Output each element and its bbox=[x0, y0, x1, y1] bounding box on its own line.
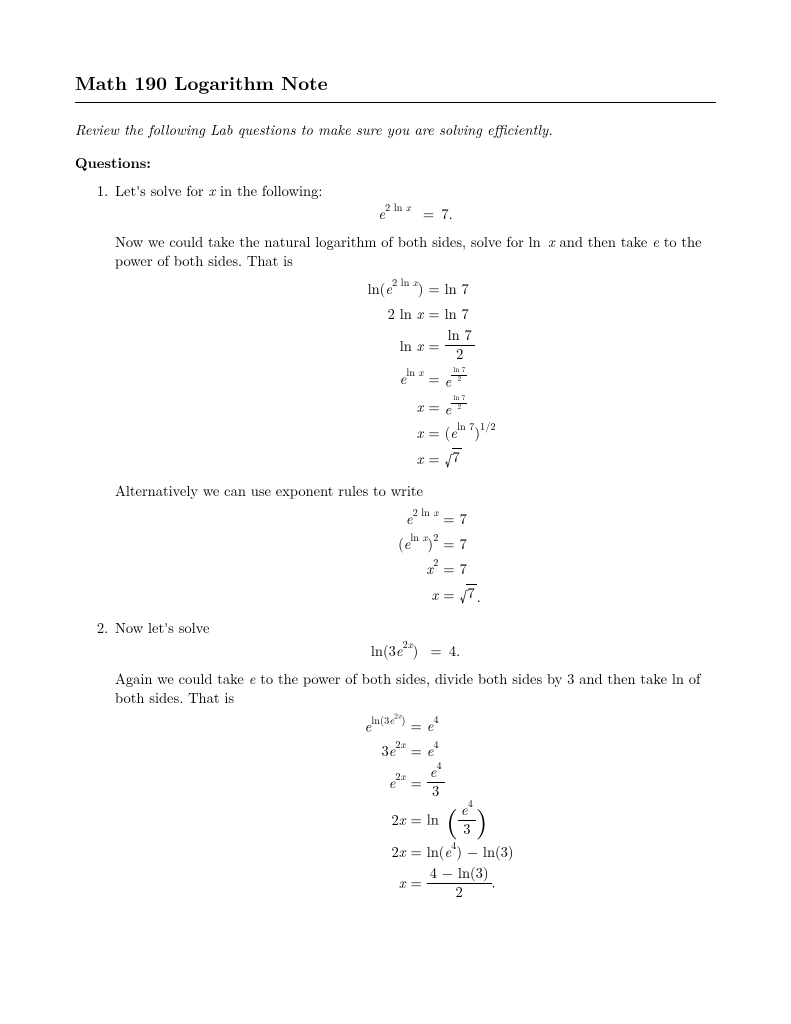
q1-p1a-e: e bbox=[652, 232, 659, 252]
q1-eq0-exp-var: x bbox=[406, 201, 411, 216]
q1-p1: Now we could take the natural logarithm … bbox=[115, 233, 716, 272]
t: x bbox=[417, 304, 424, 324]
t: ) bbox=[413, 641, 419, 661]
t: 1/2 bbox=[480, 419, 496, 434]
t: 4 bbox=[436, 758, 441, 773]
t: ln( bbox=[427, 842, 445, 862]
q1-p1a: Now we could take the natural logarithm … bbox=[115, 232, 541, 252]
q1-p1a-var: x bbox=[548, 232, 555, 252]
t: ln 7 bbox=[445, 305, 469, 325]
t: x bbox=[417, 423, 424, 443]
questions-heading: Questions: bbox=[75, 154, 716, 174]
t: 7 bbox=[452, 448, 462, 466]
t: 2 ln bbox=[388, 304, 417, 324]
t: . bbox=[477, 587, 481, 607]
t: ) − ln(3) bbox=[456, 842, 513, 862]
t: x bbox=[432, 585, 439, 605]
t: x bbox=[417, 449, 424, 469]
t: x bbox=[417, 397, 424, 417]
page-title: Math 190 Logarithm Note bbox=[75, 70, 716, 96]
t: 3 bbox=[458, 821, 476, 838]
t: 2 ln bbox=[392, 275, 413, 290]
q1-steps-1: ln(e2 ln x)=ln 7 2 ln x=ln 7 ln x=ln 72 … bbox=[115, 276, 716, 474]
t: 7 bbox=[460, 560, 467, 580]
t: ln( bbox=[368, 279, 386, 299]
q1-eq0-dot: . bbox=[449, 204, 453, 224]
t: x bbox=[417, 336, 424, 356]
t: ln 7 bbox=[457, 419, 474, 434]
t: ln(3 bbox=[371, 641, 396, 661]
t: 2 bbox=[451, 404, 467, 412]
t: e bbox=[406, 509, 413, 529]
q1-eq0-exp-pre: 2 ln bbox=[385, 201, 406, 216]
t: 4 bbox=[433, 737, 438, 752]
t: x bbox=[399, 842, 406, 862]
t: 2 ln bbox=[413, 505, 434, 520]
t: 4 bbox=[449, 641, 456, 661]
t: e bbox=[385, 279, 392, 299]
t: ln bbox=[406, 365, 418, 380]
t: 7 bbox=[460, 535, 467, 555]
t: e bbox=[461, 800, 468, 820]
q2-eq0: ln(3e2x) = 4. bbox=[115, 642, 716, 662]
t: . bbox=[492, 872, 496, 892]
t: e bbox=[396, 641, 403, 661]
q2-lead: Now let's solve bbox=[115, 618, 209, 638]
q1-p1a-mid: and then take bbox=[560, 232, 648, 252]
q1-lead-tail: in the following: bbox=[220, 181, 322, 201]
t: 4 bbox=[433, 712, 438, 727]
t: e bbox=[249, 669, 256, 689]
t: ln bbox=[427, 809, 439, 829]
q1-eq0: e2 ln x = 7. bbox=[115, 205, 716, 225]
t: 3 bbox=[381, 741, 388, 761]
t: ln bbox=[400, 336, 417, 356]
t: 2 bbox=[427, 884, 492, 901]
questions-list: Let's solve for x in the following: e2 l… bbox=[75, 182, 716, 905]
t: ln(3 bbox=[371, 713, 389, 728]
t: 2 bbox=[445, 346, 475, 363]
q2-steps: eln(3e2x)=e4 3e2x=e4 e2x=e43 2x=ln (e43)… bbox=[115, 713, 716, 905]
question-1: Let's solve for x in the following: e2 l… bbox=[113, 182, 716, 611]
t: ln bbox=[410, 530, 422, 545]
t: 2 bbox=[391, 810, 398, 830]
q1-lead-var: x bbox=[208, 181, 215, 201]
t: e bbox=[450, 423, 457, 443]
question-2: Now let's solve ln(3e2x) = 4. Again we c… bbox=[113, 619, 716, 905]
t: ln 7 bbox=[445, 280, 469, 300]
intro-text: Review the following Lab questions to ma… bbox=[75, 121, 716, 141]
q1-steps-2: e2 ln x=7 (eln x)2=7 x2=7 x=√7. bbox=[115, 506, 716, 611]
q2-p1: Again we could take e to the power of bo… bbox=[115, 670, 716, 709]
t: . bbox=[456, 641, 460, 661]
t: 4 − ln(3) bbox=[427, 866, 492, 884]
t: 2 bbox=[391, 842, 398, 862]
t: x bbox=[399, 873, 406, 893]
t: x bbox=[399, 810, 406, 830]
q1-alt: Alternatively we can use exponent rules … bbox=[115, 482, 716, 502]
q1-lead: Let's solve for x in the following: bbox=[115, 181, 322, 201]
t: 7 bbox=[466, 584, 476, 602]
q1-lead-text: Let's solve for bbox=[115, 181, 204, 201]
t: Again we could take bbox=[115, 669, 244, 689]
title-rule bbox=[75, 102, 716, 103]
t: 7 bbox=[460, 510, 467, 530]
q1-eq0-rhs: 7 bbox=[441, 204, 448, 224]
t: 3 bbox=[427, 783, 445, 800]
t: 4 bbox=[468, 796, 473, 811]
t: to the power of both sides, divide both … bbox=[260, 669, 667, 689]
t: 2 bbox=[451, 376, 467, 384]
